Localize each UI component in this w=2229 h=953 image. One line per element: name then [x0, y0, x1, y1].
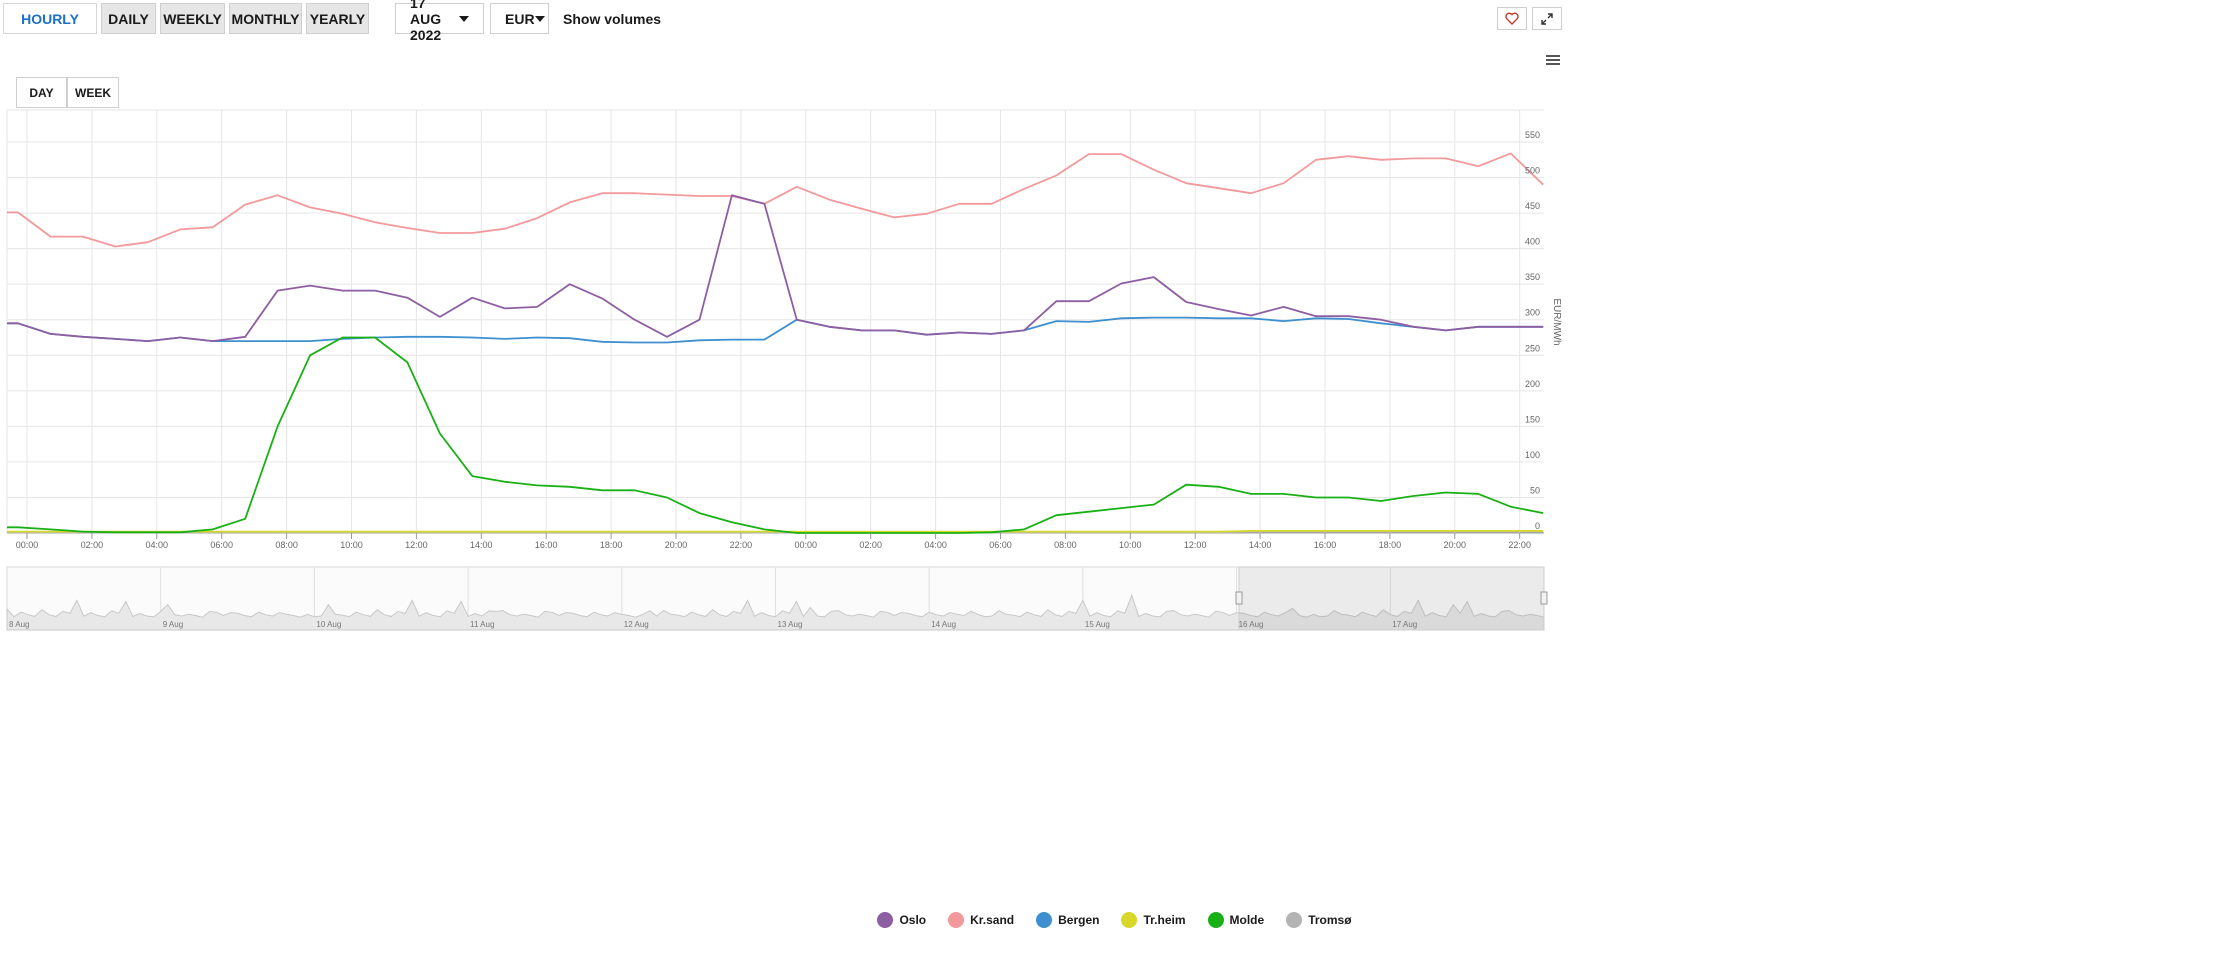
- navigator-date-label: 16 Aug: [1239, 620, 1264, 629]
- navigator-overview-area: [6, 593, 1545, 631]
- y-tick-label: 0: [1535, 521, 1540, 531]
- y-tick-label: 50: [1530, 485, 1540, 495]
- x-tick-label: 06:00: [210, 540, 233, 550]
- x-tick-label: 02:00: [859, 540, 882, 550]
- show-volumes-toggle[interactable]: Show volumes: [563, 10, 662, 27]
- currency-select-value: EUR: [505, 10, 535, 27]
- x-tick-label: 12:00: [1184, 540, 1207, 550]
- x-tick-label: 02:00: [81, 540, 104, 550]
- navigator-left-handle[interactable]: [1235, 591, 1243, 605]
- y-tick-label: 500: [1525, 166, 1540, 176]
- expand-icon: [1541, 12, 1553, 25]
- x-tick-label: 00:00: [16, 540, 39, 550]
- heart-icon: [1505, 12, 1519, 25]
- legend-item-bergen[interactable]: Bergen: [1036, 912, 1099, 928]
- x-tick-label: 20:00: [1444, 540, 1467, 550]
- series-line-krsand: [7, 152, 1544, 248]
- series-line-trheim: [7, 530, 1544, 533]
- tab-daily[interactable]: DAILY: [101, 3, 156, 34]
- x-tick-label: 22:00: [1508, 540, 1531, 550]
- x-tick-label: 16:00: [535, 540, 558, 550]
- range-tab-day[interactable]: DAY: [16, 77, 67, 108]
- legend-dot: [1121, 912, 1138, 928]
- x-tick-label: 12:00: [405, 540, 428, 550]
- y-tick-label: 350: [1525, 272, 1540, 282]
- x-tick-label: 10:00: [1119, 540, 1142, 550]
- navigator-date-label: 10 Aug: [316, 620, 341, 629]
- tab-hourly[interactable]: HOURLY: [3, 3, 97, 34]
- y-tick-label: 400: [1525, 237, 1540, 247]
- y-axis-label: EUR/MWh: [1551, 298, 1562, 345]
- tab-monthly[interactable]: MONTHLY: [229, 3, 302, 34]
- legend-label: Tr.heim: [1143, 913, 1186, 927]
- legend-dot: [1036, 912, 1053, 928]
- legend-label: Tromsø: [1308, 913, 1352, 927]
- series-line-oslo: [7, 194, 1544, 342]
- range-tab-week[interactable]: WEEK: [67, 77, 119, 108]
- chart-legend: Oslo Kr.sand Bergen Tr.heim Molde Tromsø: [0, 910, 2229, 930]
- legend-dot: [948, 912, 965, 928]
- y-tick-label: 550: [1525, 130, 1540, 140]
- chevron-down-icon: [534, 15, 545, 22]
- navigator-date-label: 15 Aug: [1085, 620, 1110, 629]
- navigator-right-handle[interactable]: [1540, 591, 1548, 605]
- hamburger-menu-icon: [1546, 55, 1560, 65]
- date-select[interactable]: 17 AUG 2022: [395, 0, 484, 43]
- legend-label: Oslo: [899, 913, 927, 927]
- price-chart: 0 50 100 150 200 250 300 350 400 450 500 550 00:00 0…: [6, 109, 1562, 550]
- navigator-date-label: 13 Aug: [778, 620, 803, 629]
- currency-select[interactable]: EUR: [490, 3, 549, 34]
- tab-weekly[interactable]: WEEKLY: [160, 3, 225, 34]
- x-tick-label: 14:00: [1249, 540, 1272, 550]
- favorite-button[interactable]: [1497, 7, 1527, 30]
- navigator-date-label: 8 Aug: [9, 620, 29, 629]
- y-tick-label: 450: [1525, 201, 1540, 211]
- fullscreen-button[interactable]: [1532, 7, 1562, 30]
- x-tick-label: 10:00: [340, 540, 363, 550]
- series-line-molde: [7, 336, 1544, 534]
- legend-item-oslo[interactable]: Oslo: [877, 912, 926, 928]
- navigator-date-label: 11 Aug: [470, 620, 494, 629]
- tab-yearly[interactable]: YEARLY: [306, 3, 369, 34]
- legend-label: Kr.sand: [970, 913, 1015, 927]
- x-tick-label: 18:00: [1379, 540, 1402, 550]
- series-line-bergen: [7, 316, 1544, 344]
- x-tick-label: 04:00: [146, 540, 169, 550]
- x-tick-label: 00:00: [795, 540, 818, 550]
- legend-dot: [1286, 912, 1303, 928]
- navigator-date-label: 9 Aug: [163, 620, 183, 629]
- navigator-date-label: 12 Aug: [624, 620, 649, 629]
- legend-label: Molde: [1229, 913, 1265, 927]
- legend-dot: [877, 912, 894, 928]
- legend-item-krsand[interactable]: Kr.sand: [948, 912, 1014, 928]
- x-tick-label: 04:00: [924, 540, 947, 550]
- legend-item-molde[interactable]: Molde: [1207, 912, 1265, 928]
- x-tick-label: 08:00: [275, 540, 298, 550]
- date-select-value: 17 AUG 2022: [410, 0, 442, 43]
- navigator-date-label: 17 Aug: [1392, 620, 1417, 629]
- range-navigator[interactable]: 8 Aug 9 Aug 10 Aug 11 Aug 12 Aug 13 Aug 14 Aug…: [0, 560, 1565, 635]
- y-tick-label: 250: [1525, 343, 1540, 353]
- legend-label: Bergen: [1058, 913, 1100, 927]
- chart-menu-button[interactable]: [1545, 52, 1561, 68]
- y-tick-label: 150: [1525, 414, 1540, 424]
- x-tick-label: 08:00: [1054, 540, 1077, 550]
- y-tick-label: 100: [1525, 450, 1540, 460]
- x-tick-label: 18:00: [600, 540, 623, 550]
- navigator-date-label: 14 Aug: [931, 620, 956, 629]
- legend-item-trheim[interactable]: Tr.heim: [1121, 912, 1186, 928]
- x-tick-label: 14:00: [470, 540, 493, 550]
- legend-item-tromso[interactable]: Tromsø: [1286, 912, 1352, 928]
- x-tick-label: 06:00: [989, 540, 1012, 550]
- y-tick-label: 200: [1525, 379, 1540, 389]
- legend-dot: [1207, 912, 1224, 928]
- x-tick-label: 20:00: [665, 540, 688, 550]
- x-tick-label: 16:00: [1314, 540, 1337, 550]
- chevron-down-icon: [459, 15, 469, 22]
- navigator-selection[interactable]: [1238, 566, 1545, 631]
- y-tick-label: 300: [1525, 308, 1540, 318]
- x-tick-label: 22:00: [730, 540, 753, 550]
